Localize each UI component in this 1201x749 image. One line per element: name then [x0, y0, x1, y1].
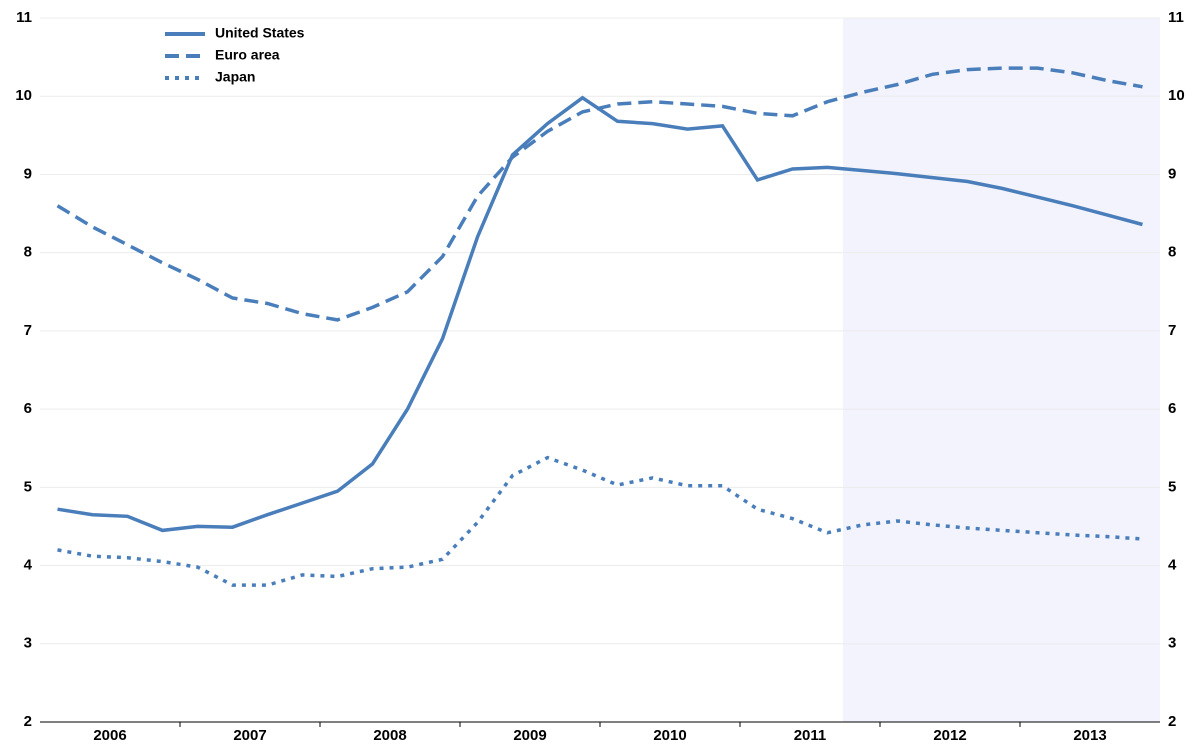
y-tick-label: 9 [24, 165, 32, 182]
legend-label: Japan [215, 69, 255, 85]
y-tick-label: 11 [16, 9, 32, 26]
y2-tick-label: 4 [1168, 557, 1177, 574]
x-tick-label: 2010 [653, 727, 686, 744]
x-tick-label: 2012 [933, 727, 966, 744]
x-tick-label: 2009 [513, 727, 546, 744]
legend-label: United States [215, 25, 305, 41]
y2-tick-label: 8 [1168, 244, 1176, 261]
y2-tick-label: 9 [1168, 165, 1176, 182]
x-tick-label: 2013 [1073, 727, 1106, 744]
y2-tick-label: 6 [1168, 400, 1176, 417]
y-tick-label: 7 [24, 322, 32, 339]
y-tick-label: 3 [24, 635, 32, 652]
legend-label: Euro area [215, 47, 280, 63]
y-tick-label: 4 [24, 557, 33, 574]
y-tick-label: 10 [15, 87, 32, 104]
y2-tick-label: 3 [1168, 635, 1176, 652]
y2-tick-label: 5 [1168, 478, 1176, 495]
y2-tick-label: 11 [1168, 9, 1184, 26]
series-line [56, 66, 1143, 322]
y-tick-label: 2 [24, 713, 32, 730]
y2-tick-label: 7 [1168, 322, 1176, 339]
y2-tick-label: 2 [1168, 713, 1176, 730]
x-tick-label: 2007 [233, 727, 266, 744]
x-tick-label: 2011 [794, 727, 827, 744]
y2-tick-label: 10 [1168, 87, 1185, 104]
y-tick-label: 8 [24, 244, 32, 261]
x-tick-label: 2008 [373, 727, 406, 744]
y-tick-label: 6 [24, 400, 32, 417]
projection-shade [843, 18, 1160, 722]
y-tick-label: 5 [24, 478, 32, 495]
x-tick-label: 2006 [93, 727, 126, 744]
